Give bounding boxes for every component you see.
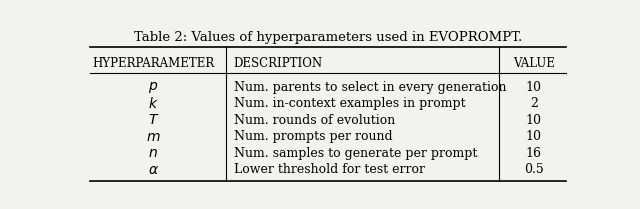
Text: Table 2: Values of hyperparameters used in EVOPROMPT.: Table 2: Values of hyperparameters used … xyxy=(134,31,522,44)
Text: $T$: $T$ xyxy=(148,113,159,127)
Text: 16: 16 xyxy=(526,147,542,160)
Text: Num. parents to select in every generation: Num. parents to select in every generati… xyxy=(234,80,506,94)
Text: Lower threshold for test error: Lower threshold for test error xyxy=(234,163,425,176)
Text: $p$: $p$ xyxy=(148,80,159,94)
Text: DESCRIPTION: DESCRIPTION xyxy=(234,57,323,70)
Text: 10: 10 xyxy=(526,114,542,127)
Text: $\alpha$: $\alpha$ xyxy=(148,163,159,177)
Text: Num. samples to generate per prompt: Num. samples to generate per prompt xyxy=(234,147,477,160)
Text: $m$: $m$ xyxy=(146,130,161,144)
Text: 10: 10 xyxy=(526,80,542,94)
Text: VALUE: VALUE xyxy=(513,57,555,70)
Text: 0.5: 0.5 xyxy=(524,163,544,176)
Text: $n$: $n$ xyxy=(148,146,158,160)
Text: $k$: $k$ xyxy=(148,96,159,111)
Text: Num. rounds of evolution: Num. rounds of evolution xyxy=(234,114,395,127)
Text: HYPERPARAMETER: HYPERPARAMETER xyxy=(92,57,214,70)
Text: 2: 2 xyxy=(530,97,538,110)
Text: 10: 10 xyxy=(526,130,542,143)
Text: Num. in-context examples in prompt: Num. in-context examples in prompt xyxy=(234,97,465,110)
Text: Num. prompts per round: Num. prompts per round xyxy=(234,130,392,143)
